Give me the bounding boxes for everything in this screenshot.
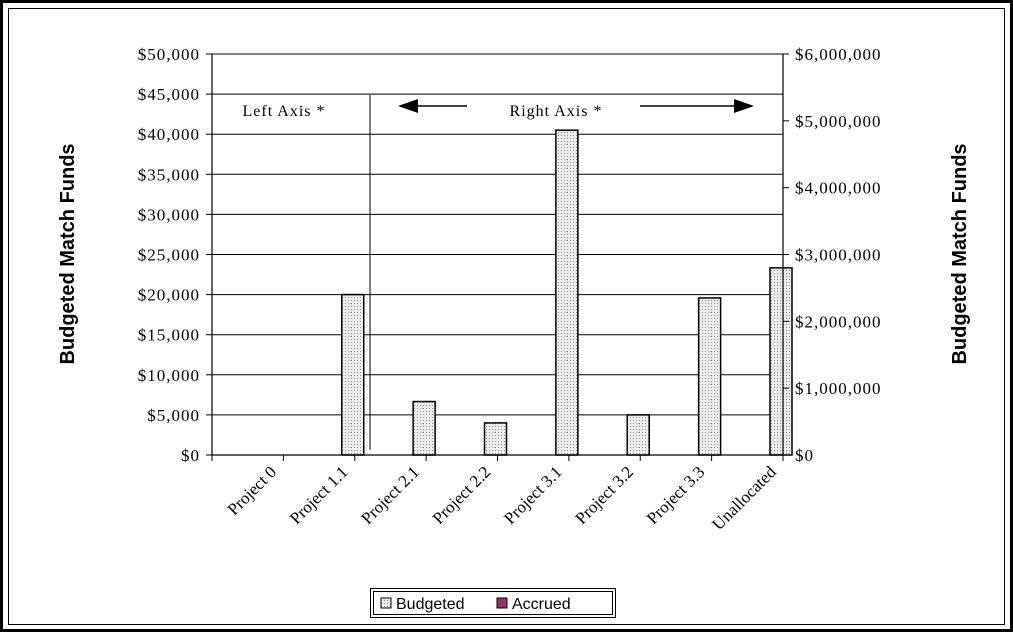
right-tick-label: $5,000,000 [795,112,882,131]
right-tick-label: $0 [795,446,814,465]
left-tick-label: $30,000 [138,205,200,224]
right-tick-label: $3,000,000 [795,246,882,265]
left-tick-label: $15,000 [138,326,200,345]
legend: Budgeted Accrued [370,588,616,618]
legend-label-accrued: Accrued [512,596,571,613]
bar-budgeted [341,293,365,456]
y-left-axis-title: Budgeted Match Funds [57,143,79,364]
annotation-arrow-left [398,99,467,113]
left-tick-label: $40,000 [138,125,200,144]
legend-swatch-budgeted [380,597,392,609]
inner-frame [8,8,1005,625]
right-tick-label: $4,000,000 [795,179,882,198]
bar-budgeted [769,267,793,456]
right-tick-label: $1,000,000 [795,379,882,398]
bar-budgeted [626,414,650,456]
left-tick-label: $50,000 [138,45,200,64]
legend-label-budgeted: Budgeted [396,596,465,613]
legend-swatch-accrued [496,597,508,609]
y-right-axis-title: Budgeted Match Funds [949,143,971,364]
right-tick-label: $2,000,000 [795,312,882,331]
left-tick-label: $20,000 [138,286,200,305]
bar-budgeted [483,422,508,456]
left-tick-label: $45,000 [138,85,200,104]
left-tick-label: $10,000 [138,366,200,385]
bar-budgeted [412,400,436,456]
bars [341,129,793,456]
annotation-left-axis: Left Axis * [243,103,326,120]
axes [206,53,789,461]
bar-budgeted [555,129,579,456]
left-tick-label: $5,000 [147,406,200,425]
annotation-arrow-right [640,99,754,113]
right-tick-labels: $0 $1,000,000 $2,000,000 $3,000,000 $4,000,0… [795,45,882,465]
annotation-right-axis: Right Axis * [510,103,603,120]
left-tick-labels: $0 $5,000 $10,000 $15,000 $20,000 $25,000 $30,… [138,45,200,465]
gridlines [212,53,783,416]
left-tick-label: $35,000 [138,165,200,184]
left-tick-label: $0 [181,446,200,465]
left-tick-label: $25,000 [138,246,200,265]
bar-budgeted [697,297,722,456]
right-tick-label: $6,000,000 [795,45,882,64]
